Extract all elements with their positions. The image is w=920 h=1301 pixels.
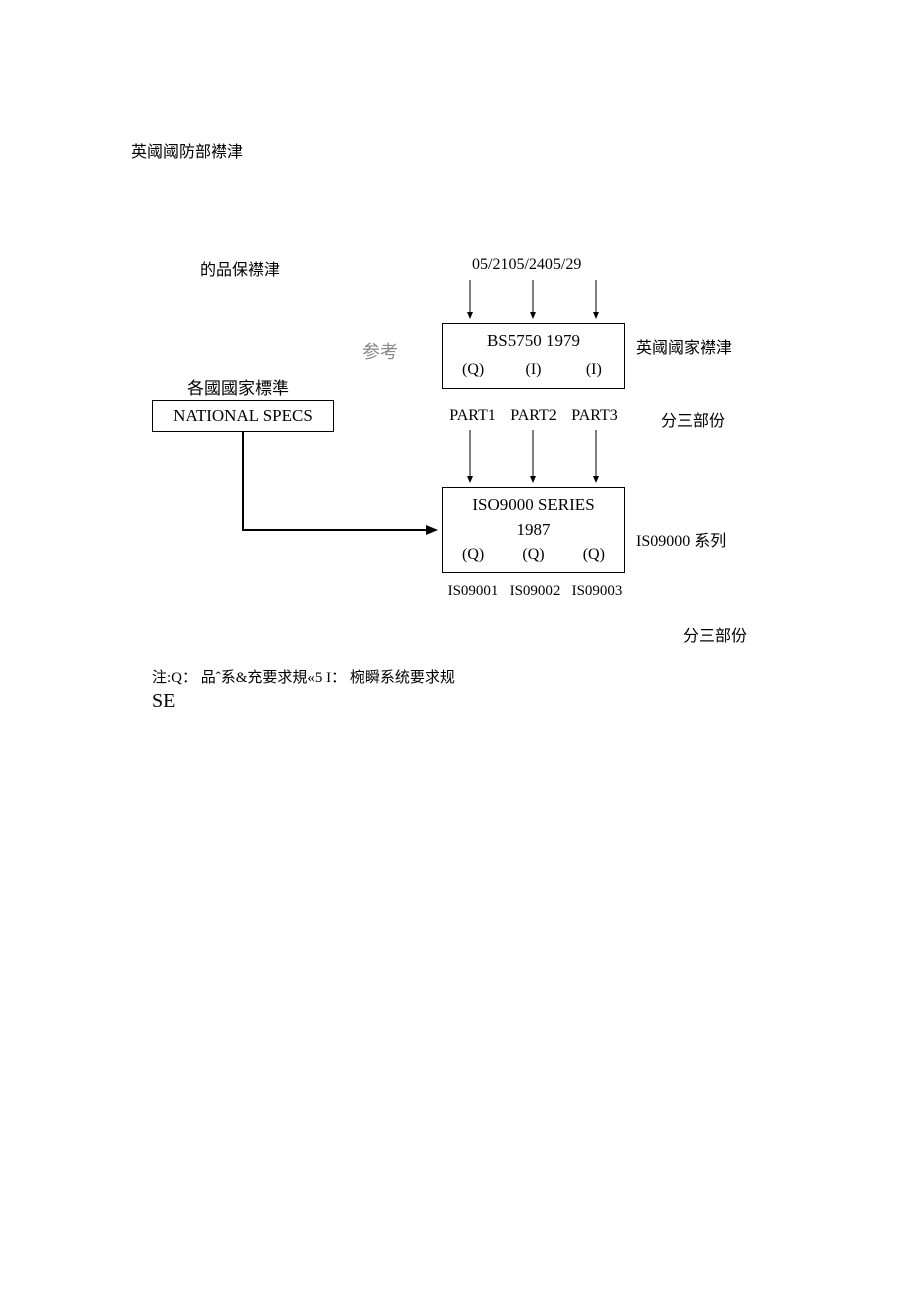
- bs-right-label: 英阈阈家襟津: [636, 334, 732, 358]
- iso9000-title: ISO9000 SERIES: [443, 495, 624, 515]
- top-title: 英阈阈防部襟津: [131, 138, 243, 162]
- part3-label: PART3: [564, 407, 625, 425]
- bs-i1-label: (I): [503, 361, 563, 379]
- iso-q2-label: (Q): [503, 546, 563, 564]
- iso9000-box: ISO9000 SERIES 1987 (Q) (Q) (Q): [442, 487, 625, 573]
- bs-i2-label: (I): [564, 361, 624, 379]
- iso9002-label: IS09002: [504, 583, 566, 600]
- bs-q-label: (Q): [443, 361, 503, 379]
- iso9003-label: IS09003: [566, 583, 628, 600]
- se-label: SE: [152, 690, 175, 713]
- parts-right-label: 分三部份: [661, 407, 725, 431]
- iso-parts-row: IS09001 IS09002 IS09003: [442, 583, 628, 600]
- national-specs-en-label: NATIONAL SPECS: [153, 406, 333, 426]
- national-specs-zh-label: 各國國家標準: [187, 374, 289, 399]
- bottom-right-label: 分三部份: [683, 622, 747, 646]
- national-specs-box: NATIONAL SPECS: [152, 400, 334, 432]
- qa-standard-label: 的品保襟津: [200, 256, 280, 280]
- input-codes-label: 05/2105/2405/29: [472, 256, 581, 274]
- iso-q3-label: (Q): [564, 546, 624, 564]
- bs5750-title: BS5750 1979: [443, 331, 624, 351]
- note-line: 注:Q： 品ˆ系&充要求規«5 I： 椀瞬系统要求规: [152, 666, 455, 687]
- iso9000-year: 1987: [443, 520, 624, 540]
- iso-right-label: IS09000 系列: [636, 527, 726, 551]
- part2-label: PART2: [503, 407, 564, 425]
- part1-label: PART1: [442, 407, 503, 425]
- arrows-layer: [0, 0, 920, 1301]
- bs5750-box: BS5750 1979 (Q) (I) (I): [442, 323, 625, 389]
- iso-q1-label: (Q): [443, 546, 503, 564]
- iso-flowchart-diagram: 英阈阈防部襟津 的品保襟津 05/2105/2405/29 参考 各國國家標準 …: [0, 0, 920, 1301]
- iso9001-label: IS09001: [442, 583, 504, 600]
- parts-row: PART1 PART2 PART3: [442, 407, 625, 425]
- reference-label: 参考: [362, 338, 398, 364]
